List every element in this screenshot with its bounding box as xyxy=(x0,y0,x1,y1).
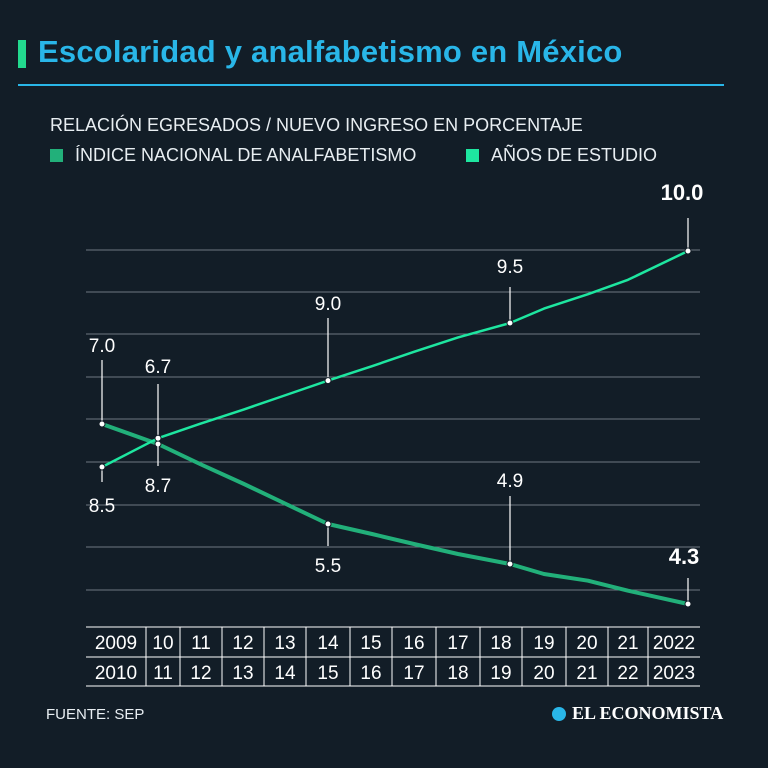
data-label: 9.0 xyxy=(315,294,341,315)
x-tick-label-start: 21 xyxy=(617,633,638,654)
x-tick-label-start: 15 xyxy=(360,633,381,654)
x-tick-label-start: 10 xyxy=(152,633,173,654)
x-tick-label-end: 11 xyxy=(153,663,173,684)
data-point-marker xyxy=(684,600,692,608)
data-label: 4.3 xyxy=(669,544,700,569)
x-tick-label-start: 2009 xyxy=(95,633,137,654)
x-tick-label-end: 20 xyxy=(533,663,554,684)
data-point-marker xyxy=(324,377,332,385)
series-line-anos-estudio xyxy=(100,249,690,469)
title-accent-bar xyxy=(18,40,26,68)
data-label: 5.5 xyxy=(315,556,341,577)
legend-swatch-analfabetismo xyxy=(50,149,63,162)
data-point-marker xyxy=(98,420,106,428)
x-tick-label-end: 21 xyxy=(576,663,597,684)
brand-name: EL ECONOMISTA xyxy=(572,703,724,723)
data-label: 9.5 xyxy=(497,257,523,278)
x-tick-label-start: 16 xyxy=(403,633,424,654)
x-tick-label-start: 2022 xyxy=(653,633,695,654)
brand-logo: EL ECONOMISTA xyxy=(552,703,723,724)
data-point-marker xyxy=(154,434,162,442)
brand-logo-icon xyxy=(552,706,566,721)
x-tick-label-end: 16 xyxy=(360,663,381,684)
x-tick-label-end: 15 xyxy=(317,663,338,684)
x-tick-label-end: 2023 xyxy=(653,663,695,684)
x-tick-label-start: 19 xyxy=(533,633,554,654)
data-point-marker xyxy=(98,463,106,471)
series-line-analfabetismo xyxy=(100,422,690,606)
x-tick-label-end: 13 xyxy=(232,663,253,684)
title-divider xyxy=(18,84,724,86)
x-tick-label-start: 11 xyxy=(191,633,211,654)
x-tick-label-start: 20 xyxy=(576,633,597,654)
data-label: 4.9 xyxy=(497,471,523,492)
data-label: 8.5 xyxy=(89,496,115,517)
source-note: FUENTE: SEP xyxy=(46,706,145,723)
x-tick-label-start: 18 xyxy=(490,633,511,654)
x-tick-label-end: 22 xyxy=(617,663,638,684)
data-point-marker xyxy=(506,319,514,327)
legend-item-analfabetismo: ÍNDICE NACIONAL DE ANALFABETISMO xyxy=(50,145,416,166)
x-tick-label-start: 17 xyxy=(447,633,468,654)
chart-subtitle: RELACIÓN EGRESADOS / NUEVO INGRESO EN PO… xyxy=(50,115,583,135)
page-title: Escolaridad y analfabetismo en México xyxy=(38,34,623,69)
x-tick-label-end: 12 xyxy=(190,663,211,684)
data-label: 6.7 xyxy=(145,357,171,378)
x-tick-label-start: 12 xyxy=(232,633,253,654)
x-tick-label-end: 19 xyxy=(490,663,511,684)
data-point-marker xyxy=(506,560,514,568)
legend-label-analfabetismo: ÍNDICE NACIONAL DE ANALFABETISMO xyxy=(75,145,417,165)
data-label: 8.7 xyxy=(145,476,171,497)
legend-swatch-anos-estudio xyxy=(466,149,479,162)
data-label: 7.0 xyxy=(89,336,115,357)
x-tick-label-start: 13 xyxy=(274,633,295,654)
data-label: 10.0 xyxy=(661,180,704,205)
x-tick-label-end: 18 xyxy=(447,663,468,684)
data-point-marker xyxy=(324,520,332,528)
legend-label-anos-estudio: AÑOS DE ESTUDIO xyxy=(491,145,658,165)
x-tick-label-end: 14 xyxy=(274,663,296,684)
x-tick-label-end: 17 xyxy=(403,663,424,684)
legend-item-anos-estudio: AÑOS DE ESTUDIO xyxy=(466,145,657,166)
x-tick-label-end: 2010 xyxy=(95,663,137,684)
x-tick-label-start: 14 xyxy=(317,633,339,654)
data-point-marker xyxy=(684,247,692,255)
